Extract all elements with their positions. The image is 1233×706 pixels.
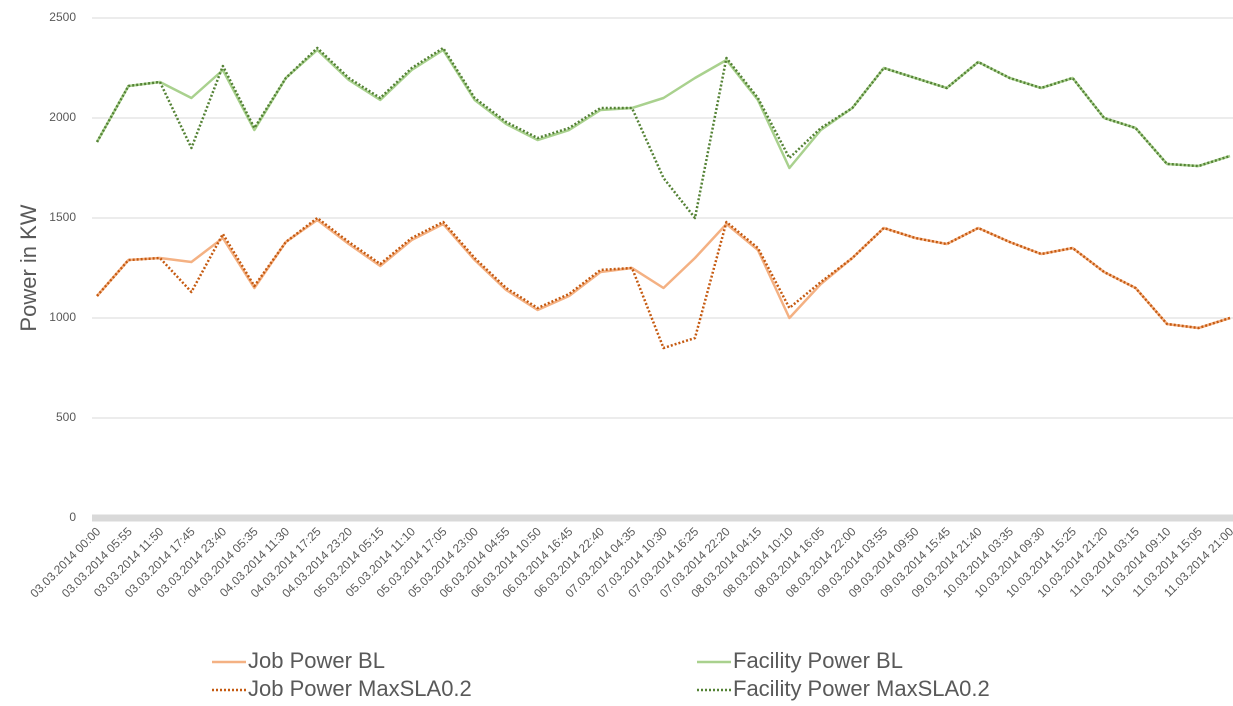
series-line — [96, 218, 1231, 330]
series-line — [96, 216, 1231, 350]
y-tick-label: 2000 — [49, 110, 76, 124]
y-axis-label: Power in KW — [16, 204, 41, 331]
y-tick-label: 0 — [69, 510, 76, 524]
legend-label: Facility Power BL — [733, 648, 903, 673]
legend-label: Job Power MaxSLA0.2 — [248, 676, 472, 701]
legend-label: Facility Power MaxSLA0.2 — [733, 676, 990, 701]
y-tick-label: 500 — [56, 410, 76, 424]
y-tick-label: 2500 — [49, 10, 76, 24]
legend-label: Job Power BL — [248, 648, 385, 673]
y-tick-label: 1000 — [49, 310, 76, 324]
series-line — [95, 46, 1231, 220]
y-tick-label: 1500 — [49, 210, 76, 224]
